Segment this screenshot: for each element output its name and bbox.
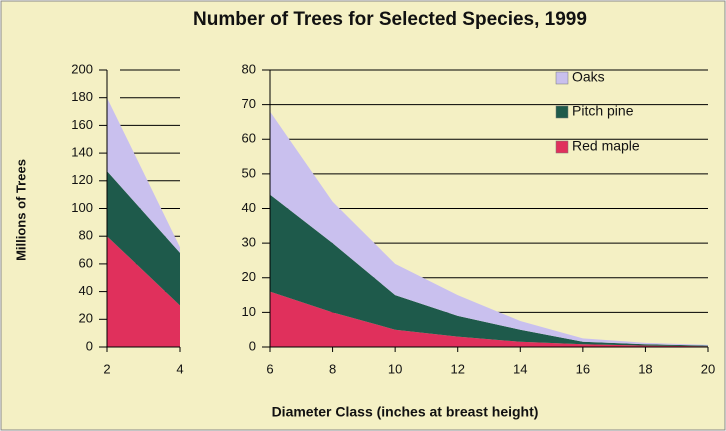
legend-label: Oaks [572,69,605,85]
area [270,194,708,347]
legend-swatch [555,71,569,85]
x-tick-label: 4 [176,361,183,376]
x-tick-label: 18 [638,361,652,376]
y-tick-label: 140 [71,145,93,160]
y-tick-label: 80 [79,228,93,243]
y-tick-label: 70 [242,96,256,111]
y-tick-label: 40 [79,283,93,298]
chart-title: Number of Trees for Selected Species, 19… [193,9,587,30]
x-tick-label: 20 [701,361,715,376]
area [107,97,180,253]
area [270,291,708,347]
y-tick-label: 180 [71,89,93,104]
y-axis-label: Millions of Trees [13,159,28,261]
area [107,236,180,347]
y-tick-label: 160 [71,117,93,132]
y-tick-label: 60 [79,255,93,270]
x-tick-label: 16 [576,361,590,376]
y-tick-label: 80 [242,61,256,76]
legend-label: Red maple [572,138,640,154]
x-tick-label: 8 [329,361,336,376]
y-tick-label: 120 [71,172,93,187]
area [270,111,708,346]
legend-swatch [555,140,569,154]
y-tick-label: 200 [71,61,93,76]
y-tick-label: 20 [242,269,256,284]
y-tick-label: 100 [71,200,93,215]
x-tick-label: 2 [103,361,110,376]
x-tick-label: 14 [513,361,527,376]
y-tick-label: 60 [242,131,256,146]
y-tick-label: 20 [79,311,93,326]
legend-swatch [555,105,569,119]
x-tick-label: 6 [266,361,273,376]
area [107,171,180,306]
legend-label: Pitch pine [572,103,634,119]
x-tick-label: 10 [388,361,402,376]
y-tick-label: 50 [242,165,256,180]
x-tick-label: 12 [450,361,464,376]
y-tick-label: 0 [249,338,256,353]
y-tick-label: 40 [242,200,256,215]
y-tick-label: 10 [242,304,256,319]
x-axis-label: Diameter Class (inches at breast height) [272,404,539,420]
y-tick-label: 0 [86,338,93,353]
y-tick-label: 30 [242,235,256,250]
